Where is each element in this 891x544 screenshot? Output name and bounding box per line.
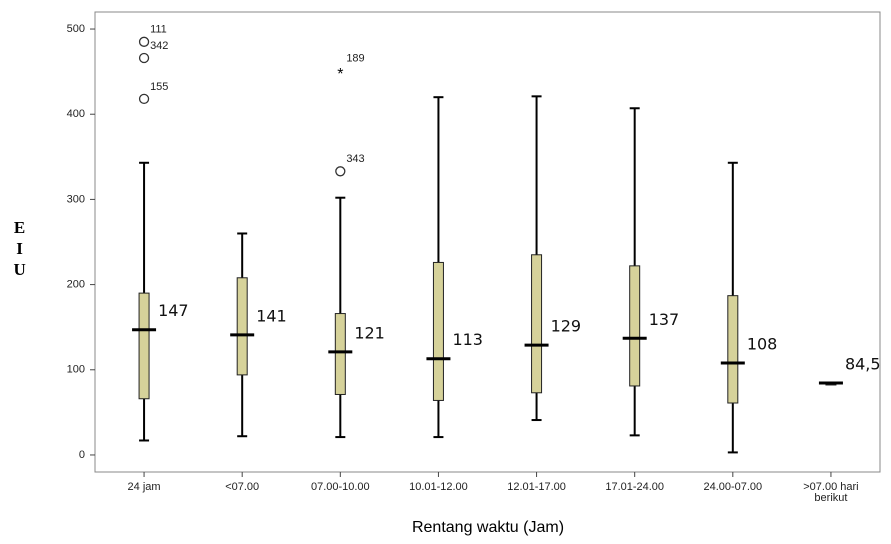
box [432, 261, 444, 401]
box [727, 295, 739, 404]
x-tick-label: <07.00 [225, 482, 260, 493]
y-tick-label: 0 [79, 449, 85, 461]
outlier-label: 189 [346, 53, 364, 65]
outlier-star: * [337, 66, 343, 83]
x-tick-label-box: 07.00-10.00 [310, 482, 370, 493]
x-tick-label: 24.00-07.00 [703, 482, 763, 493]
x-tick-label: 07.00-10.00 [310, 482, 370, 493]
median-label: 147 [158, 301, 189, 320]
median-label: 121 [354, 323, 385, 342]
x-tick-label: >07.00 hari berikut [803, 482, 859, 504]
box [334, 313, 346, 395]
x-tick-label: 17.01-24.00 [605, 482, 665, 493]
median-label: 137 [649, 310, 680, 329]
outlier [138, 93, 150, 105]
box [531, 254, 543, 394]
outlier [138, 36, 150, 47]
x-tick-label: 12.01-17.00 [507, 482, 566, 493]
x-tick-label-box: >07.00 hari berikut [803, 482, 859, 504]
x-tick-label-box: 12.01-17.00 [507, 482, 566, 493]
x-tick-label-box: <07.00 [225, 482, 260, 493]
x-tick-label: 10.01-12.00 [409, 482, 468, 493]
x-tick-label-box: 10.01-12.00 [409, 482, 468, 493]
y-tick-label: 200 [67, 278, 85, 290]
y-tick-label: 500 [67, 23, 85, 35]
x-tick-label-box: 17.01-24.00 [605, 482, 665, 493]
y-tick-label: 400 [67, 108, 85, 120]
median-label: 84,5 [845, 354, 881, 373]
box [236, 277, 248, 376]
median-label: 108 [747, 334, 778, 353]
outlier-label: 111 [150, 24, 167, 36]
median-label: 129 [551, 317, 582, 336]
median-label: 141 [256, 306, 287, 325]
median-label: 113 [452, 330, 483, 349]
x-tick-label: 24 jam [127, 482, 161, 493]
outlier-label: 343 [346, 153, 364, 165]
x-axis-label: Rentang waktu (Jam) [412, 519, 564, 536]
outlier-label: 342 [150, 40, 168, 52]
plot-frame [94, 11, 881, 473]
box [629, 265, 641, 387]
y-axis-label: EIU [10, 218, 29, 281]
y-tick-label: 100 [67, 364, 85, 376]
box [138, 292, 150, 400]
outlier [335, 166, 346, 177]
x-tick-label-box: 24 jam [127, 482, 161, 493]
x-tick-label-box: 24.00-07.00 [703, 482, 763, 493]
y-tick-label: 300 [67, 193, 85, 205]
outlier [138, 52, 150, 64]
outlier-label: 155 [150, 81, 168, 93]
